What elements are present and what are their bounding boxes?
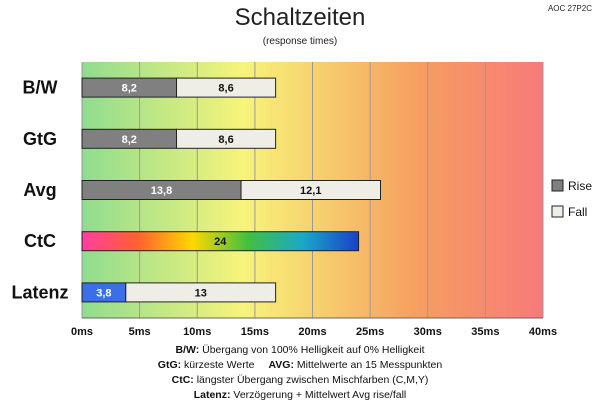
footnote-bw: B/W: Übergang von 100% Helligkeit auf 0%… [175,344,425,356]
footnote-gtg-avg: GtG: kürzeste Werte AVG: Mittelwerte an 1… [157,359,443,371]
x-tick-label: 40ms [529,326,557,338]
footnote-ctc: CtC: längster Übergang zwischen Mischfar… [171,374,429,386]
bar-ctc [81,231,360,252]
legend-swatch [551,205,564,218]
category-label: GtG [23,129,57,149]
footnote-key: CtC [171,374,191,386]
x-tick-label: 0ms [71,326,93,338]
bar-value-label: 13 [195,287,207,299]
bar-value-label: 3,8 [96,287,111,299]
category-label: B/W [23,78,58,98]
footnote-text: Übergang von 100% Helligkeit auf 0% Hell… [202,344,425,356]
bar-fall [125,282,277,303]
bar-fall [240,180,381,200]
bar-fall [176,128,277,149]
footnote-text: Verzögerung + Mittelwert Avg rise/fall [233,389,407,401]
x-tick-label: 30ms [414,326,442,338]
bar-fall [176,77,277,98]
footnote-text: kürzeste Werte [184,359,255,371]
footnote-key: B/W [175,344,196,356]
category-label: CtC [24,231,56,251]
footnote-key: GtG [157,359,178,371]
category-label: Avg [23,180,56,200]
footnotes: B/W: Übergang von 100% Helligkeit auf 0%… [0,343,600,403]
bar-value-label: 8,2 [122,83,137,95]
bar-value-label: 8,6 [218,83,233,95]
x-tick-label: 35ms [471,326,499,338]
legend-swatch [551,179,564,192]
x-tick-label: 5ms [129,326,151,338]
x-tick-label: 10ms [183,326,211,338]
footnote-key: Latenz [193,389,227,401]
bar-value-label: 24 [214,236,227,248]
x-tick-label: 25ms [356,326,384,338]
bar-value-label: 8,2 [122,134,137,146]
bars-group: 8,2 8,6 8,2 8,6 13,8 12,1 24 3,8 13 [81,77,381,303]
legend-label: Fall [568,205,587,219]
x-tick-label: 20ms [298,326,326,338]
tick-labels: 0ms 5ms 10ms 15ms 20ms 25ms 30ms 35ms 40ms [71,326,557,338]
footnote-key: AVG [268,359,291,371]
chart-title: Schaltzeiten [234,4,366,31]
bar-value-label: 13,8 [151,185,172,197]
chart-svg: 8,2 8,6 8,2 8,6 13,8 12,1 24 3,8 13 B/W GtG Avg CtC… [11,62,592,338]
bar-value-label: 12,1 [300,185,321,197]
bar-value-label: 8,6 [218,134,233,146]
footnote-text: längster Übergang zwischen Mischfarben (… [196,374,429,386]
legend-label: Rise [568,179,592,193]
category-labels: B/W GtG Avg CtC Latenz [11,78,68,303]
model-tag: AOC 27P2C [547,4,592,13]
footnote-text: Mittelwerte an 15 Messpunkten [296,359,443,371]
category-label: Latenz [11,282,68,302]
footnote-latenz: Latenz: Verzögerung + Mittelwert Avg ris… [193,389,407,401]
x-tick-label: 15ms [241,326,269,338]
legend: Rise Fall [551,179,592,219]
chart-subtitle: (response times) [262,36,338,47]
